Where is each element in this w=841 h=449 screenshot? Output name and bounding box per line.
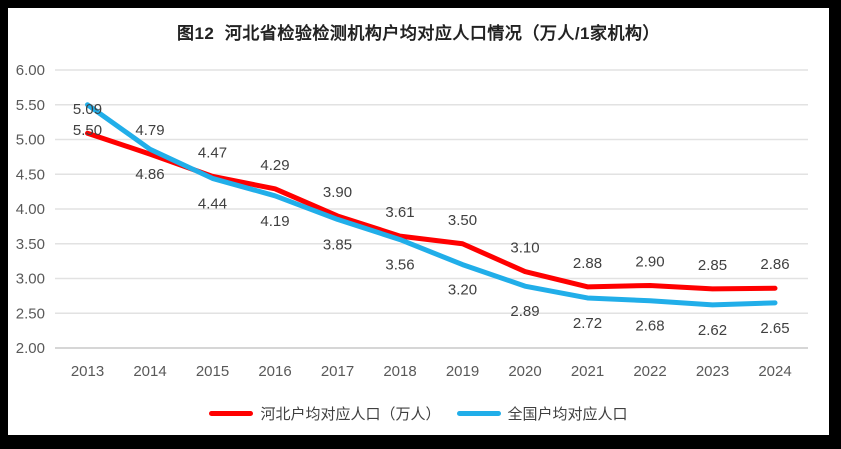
y-tick-label: 6.00 <box>16 62 45 79</box>
chart-legend: 河北户均对应人口（万人） 全国户均对应人口 <box>8 403 829 424</box>
legend-label-hebei: 河北户均对应人口（万人） <box>260 406 441 423</box>
national-series-swatch-icon <box>456 411 501 416</box>
series-line-1 <box>85 102 778 308</box>
data-label: 4.86 <box>135 166 164 183</box>
data-label: 3.90 <box>323 184 352 201</box>
x-tick-label: 2020 <box>508 363 541 380</box>
x-tick-label: 2019 <box>446 363 479 380</box>
data-label: 2.89 <box>510 303 539 320</box>
data-label: 2.88 <box>573 255 602 272</box>
y-tick-label: 3.50 <box>16 236 45 253</box>
y-tick-label: 4.00 <box>16 201 45 218</box>
data-label: 4.44 <box>198 195 227 212</box>
data-label: 4.29 <box>260 157 289 174</box>
x-tick-label: 2016 <box>258 363 291 380</box>
series-line-0 <box>85 130 778 292</box>
data-label: 3.85 <box>323 236 352 253</box>
x-tick-label: 2013 <box>71 363 104 380</box>
legend-label-national: 全国户均对应人口 <box>507 406 628 423</box>
y-tick-label: 2.00 <box>16 340 45 357</box>
data-label: 2.86 <box>760 256 789 273</box>
y-tick-label: 5.50 <box>16 97 45 114</box>
legend-item-hebei: 河北户均对应人口（万人） <box>209 403 441 424</box>
data-label: 2.90 <box>635 253 664 270</box>
y-tick-label: 5.00 <box>16 132 45 149</box>
data-label: 2.85 <box>698 257 727 274</box>
x-tick-label: 2023 <box>696 363 729 380</box>
data-label: 5.09 <box>73 101 102 118</box>
chart-canvas: 6.00 5.50 5.00 4.50 4.00 3.50 3.00 2.50 2.00 2013… <box>8 8 829 435</box>
data-label: 3.20 <box>448 282 477 299</box>
data-label: 2.68 <box>635 318 664 335</box>
chart-title: 图12 河北省检验检测机构户均对应人口情况（万人/1家机构） <box>176 24 661 43</box>
x-tick-label: 2021 <box>571 363 604 380</box>
data-label: 4.19 <box>260 213 289 230</box>
data-label: 5.50 <box>73 122 102 139</box>
data-label: 2.65 <box>760 320 789 337</box>
data-label: 4.79 <box>135 122 164 139</box>
data-label: 3.50 <box>448 212 477 229</box>
line-chart: 6.00 5.50 5.00 4.50 4.00 3.50 3.00 2.50 2.00 2013… <box>16 62 808 380</box>
data-label: 3.61 <box>385 204 414 221</box>
x-tick-label: 2015 <box>196 363 229 380</box>
y-tick-label: 4.50 <box>16 166 45 183</box>
data-label: 2.62 <box>698 322 727 339</box>
x-tick-label: 2022 <box>633 363 666 380</box>
data-label: 4.47 <box>198 144 227 161</box>
y-tick-label: 3.00 <box>16 271 45 288</box>
data-label: 3.56 <box>385 257 414 274</box>
x-tick-label: 2024 <box>758 363 791 380</box>
x-tick-label: 2017 <box>321 363 354 380</box>
data-label: 3.10 <box>510 240 539 257</box>
legend-item-national: 全国户均对应人口 <box>456 403 628 424</box>
hebei-series-swatch-icon <box>209 411 254 416</box>
x-tick-label: 2018 <box>383 363 416 380</box>
y-tick-label: 2.50 <box>16 305 45 322</box>
x-tick-label: 2014 <box>133 363 166 380</box>
data-label: 2.72 <box>573 315 602 332</box>
